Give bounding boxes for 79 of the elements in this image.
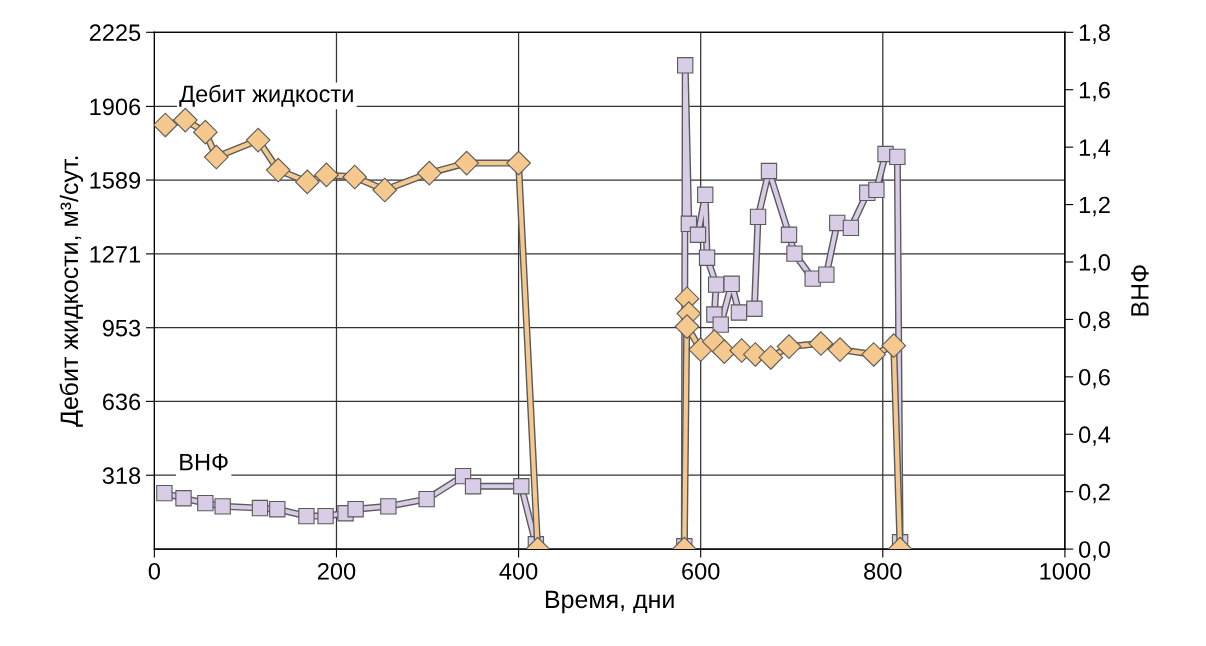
point: [842, 219, 860, 237]
y-tick-label: 318: [102, 467, 141, 485]
point: [418, 490, 435, 508]
x-tick-label: 0: [148, 562, 161, 580]
y-axis-title: Дебит жидкости, м³/сут.: [59, 156, 84, 427]
point: [298, 507, 315, 525]
y-tick-label: 636: [102, 393, 141, 411]
point: [889, 148, 906, 166]
y2-tick-label: 1,6: [1079, 81, 1110, 102]
y2-tick-label: 0,4: [1079, 426, 1111, 446]
x-tick-label: 800: [864, 562, 902, 580]
point: [786, 245, 803, 262]
point: [156, 484, 173, 502]
point: [269, 500, 286, 518]
series-label: Дебит жидкости: [179, 84, 353, 107]
point: [881, 333, 907, 358]
y-tick-label: 1906: [90, 98, 141, 116]
point: [342, 164, 368, 190]
point: [780, 226, 798, 243]
point: [203, 144, 229, 170]
point: [730, 304, 748, 321]
point: [861, 342, 887, 367]
x-tick-label: 400: [499, 562, 538, 580]
point: [380, 498, 397, 515]
point: [808, 331, 834, 356]
point: [697, 186, 714, 203]
point: [175, 490, 192, 507]
point: [454, 150, 480, 176]
point: [197, 494, 214, 512]
x-axis-title: Время, дни: [545, 590, 674, 614]
y-tick-label: 2225: [89, 24, 141, 42]
point: [746, 300, 763, 317]
point: [464, 478, 482, 495]
point: [749, 208, 767, 226]
point: [347, 500, 364, 518]
point: [760, 162, 778, 180]
x-tick-label: 200: [317, 562, 356, 580]
series-label: ВНФ: [180, 453, 228, 471]
y-tick-label: 953: [102, 319, 141, 337]
point: [677, 57, 694, 74]
y2-tick-label: 0,6: [1079, 368, 1110, 389]
y2-tick-label: 0,2: [1079, 483, 1110, 504]
point: [314, 162, 339, 188]
point: [193, 119, 218, 145]
point: [251, 499, 269, 517]
point: [707, 276, 725, 293]
point: [758, 345, 784, 370]
y2-tick-label: 1,4: [1079, 139, 1111, 159]
point: [154, 112, 178, 138]
y-tick-label: 1271: [90, 245, 141, 263]
y2-tick-label: 1,0: [1079, 254, 1110, 274]
x-tick-label: 600: [682, 562, 720, 580]
point: [688, 337, 714, 362]
point: [317, 507, 334, 525]
point: [712, 316, 729, 333]
point: [172, 107, 198, 133]
point: [265, 157, 291, 183]
point: [245, 127, 271, 153]
point: [372, 177, 398, 203]
point: [214, 498, 231, 515]
point: [776, 334, 802, 359]
y2-tick-label: 0,0: [1079, 541, 1110, 561]
point: [506, 150, 531, 176]
point: [513, 478, 530, 495]
x-tick-label: 1000: [1040, 562, 1091, 580]
point: [698, 249, 716, 266]
point: [689, 226, 707, 243]
point: [868, 181, 885, 199]
point: [417, 160, 442, 186]
point: [294, 169, 320, 195]
y-tick-label: 1589: [90, 172, 141, 189]
point: [674, 314, 700, 339]
y2-tick-label: 1,2: [1079, 196, 1110, 217]
y2-tick-label: 0,8: [1079, 311, 1110, 331]
point: [723, 275, 740, 293]
point: [827, 337, 853, 362]
y2-tick-label: 1,8: [1079, 24, 1110, 44]
y2-axis-title: ВНФ: [1131, 265, 1149, 316]
point: [818, 266, 835, 283]
